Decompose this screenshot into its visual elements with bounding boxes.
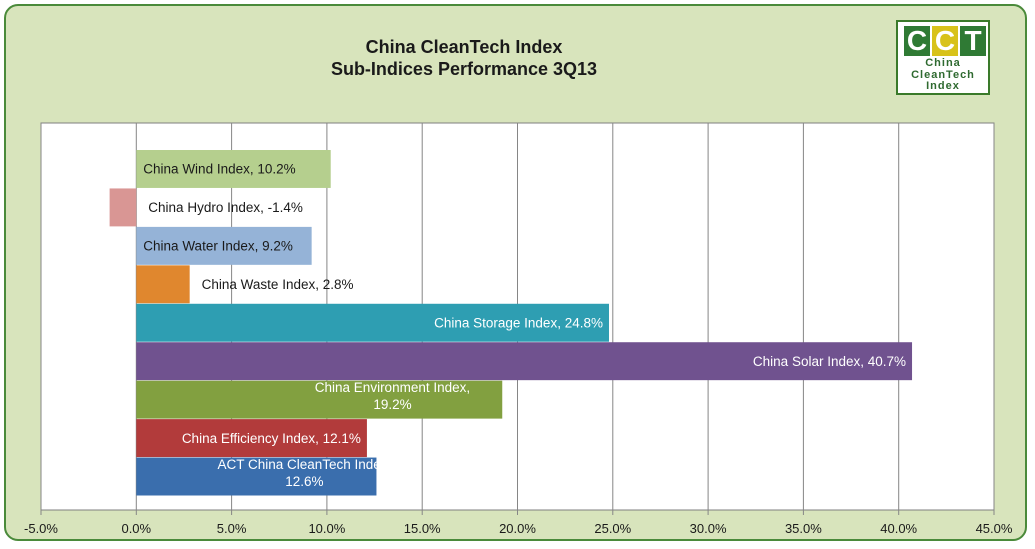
x-tick-label: -5.0% (24, 521, 58, 536)
cct-logo: C C T China CleanTech Index (896, 20, 990, 95)
logo-line-3: Index (926, 80, 960, 92)
logo-letter-t: T (960, 26, 986, 56)
bar-data-label: China Water Index, 9.2% (143, 239, 293, 254)
bar (136, 457, 377, 496)
x-tick-label: 10.0% (308, 521, 345, 536)
bar-data-label: China Waste Index, 2.8% (202, 277, 354, 292)
bar-data-label-line: China Environment Index, (315, 380, 470, 395)
bar-data-label: ACT China CleanTech Index, 12.6% (217, 457, 391, 489)
chart-title-block: China CleanTech Index Sub-Indices Perfor… (0, 36, 928, 80)
bar-data-label: China Solar Index, 40.7% (753, 354, 906, 369)
chart-title: China CleanTech Index (365, 37, 563, 57)
bar (136, 342, 913, 381)
x-tick-label: 0.0% (121, 521, 151, 536)
x-tick-label: 20.0% (499, 521, 536, 536)
bar (136, 380, 503, 419)
bar (109, 188, 137, 227)
x-tick-label: 5.0% (217, 521, 247, 536)
x-tick-label: 15.0% (404, 521, 441, 536)
bar-data-label-line: ACT China CleanTech Index, (217, 457, 391, 472)
x-tick-label: 40.0% (880, 521, 917, 536)
chart-subtitle: Sub-Indices Performance 3Q13 (330, 59, 598, 79)
bar (136, 303, 609, 342)
logo-line-2: CleanTech (911, 68, 975, 81)
bar-data-label: China Storage Index, 24.8% (434, 316, 603, 331)
x-tick-label: 30.0% (690, 521, 727, 536)
x-tick-label: 25.0% (594, 521, 631, 536)
bar-data-label: China Efficiency Index, 12.1% (182, 431, 361, 446)
bar (136, 265, 190, 304)
x-tick-label: 45.0% (976, 521, 1013, 536)
logo-text: China CleanTech Index (898, 57, 988, 93)
bar-data-label: China Environment Index, 19.2% (315, 380, 470, 412)
bar (136, 150, 331, 188)
logo-letters: C C T (904, 26, 988, 58)
bar (136, 226, 312, 265)
x-tick-label: 35.0% (785, 521, 822, 536)
bar-data-label: China Hydro Index, -1.4% (148, 200, 303, 215)
bar-data-label: China Wind Index, 10.2% (143, 162, 295, 177)
bar-data-label-line: 12.6% (285, 474, 323, 489)
logo-letter-c1: C (904, 26, 930, 56)
bar-data-label-line: 19.2% (373, 397, 411, 412)
logo-letter-c2: C (932, 26, 958, 56)
bar (136, 419, 367, 458)
logo-line-1: China (925, 57, 961, 69)
